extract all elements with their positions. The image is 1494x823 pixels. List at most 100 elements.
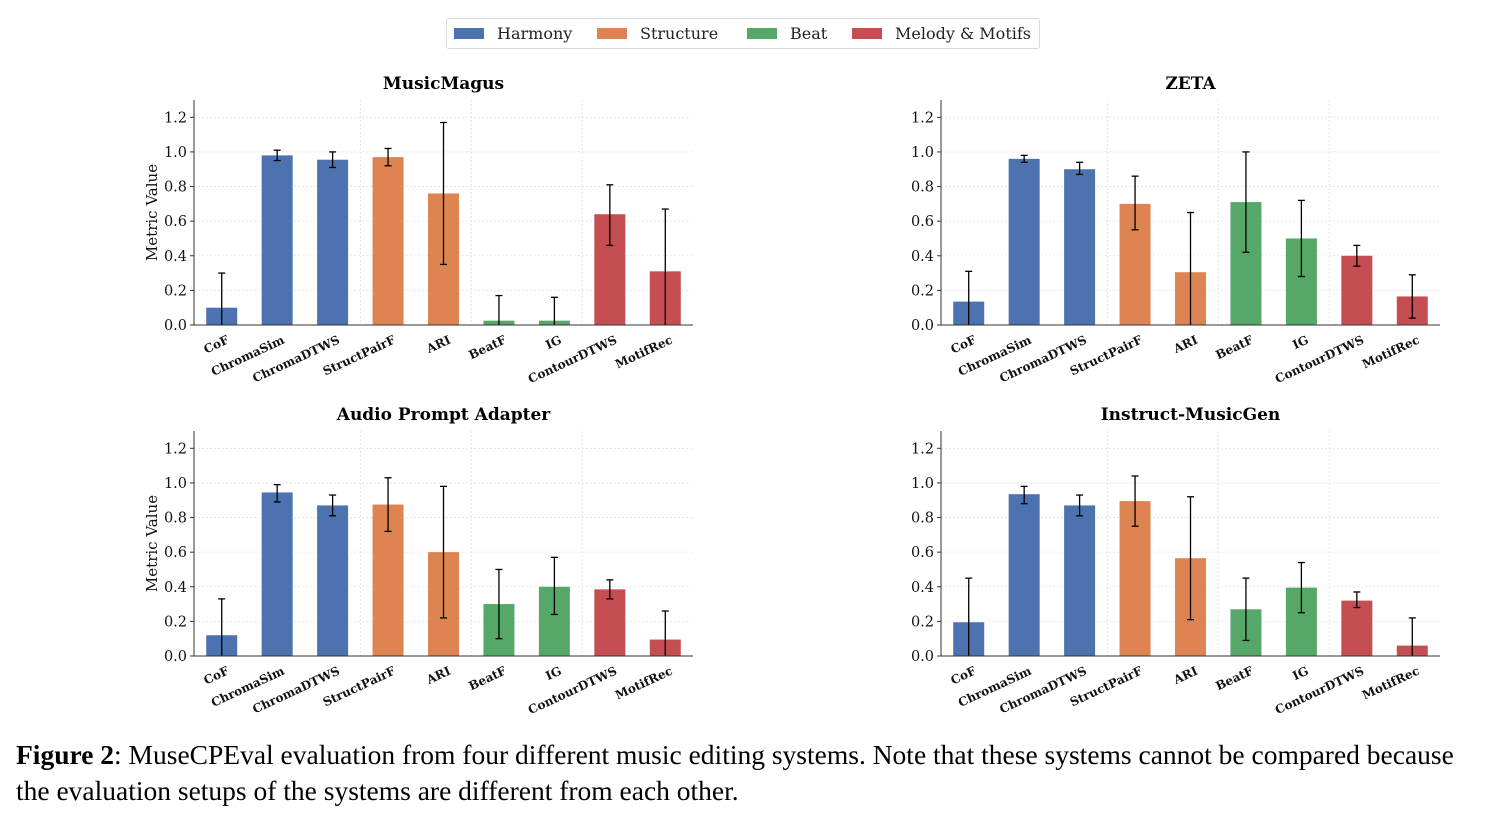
legend-label: Beat: [790, 24, 828, 43]
legend-label: Melody & Motifs: [895, 24, 1031, 43]
error-bar: [273, 484, 281, 503]
legend-item: Harmony: [454, 19, 572, 48]
y-tick-label: 1.2: [911, 441, 934, 457]
error-bar: [1408, 274, 1416, 319]
error-bar: [329, 151, 337, 169]
error-bar: [1020, 154, 1028, 163]
x-tick-label: MotifRec: [613, 664, 675, 703]
error-bar: [1242, 577, 1250, 642]
x-tick-label: ARI: [423, 664, 453, 688]
y-tick-label: 1.0: [911, 145, 934, 161]
error-bar: [329, 494, 337, 517]
y-tick-label: 1.0: [911, 476, 934, 492]
bar-chromadtws: [317, 159, 349, 325]
error-bar: [1353, 591, 1361, 609]
y-tick-label: 0.2: [911, 614, 934, 630]
x-tick-label: CoF: [201, 664, 231, 688]
error-bar: [440, 121, 447, 266]
error-bar: [495, 294, 503, 325]
y-tick-label: 0.8: [164, 511, 187, 527]
error-bar: [606, 579, 614, 600]
x-tick-label: IG: [1290, 333, 1310, 352]
legend-label: Structure: [640, 24, 719, 43]
bar-chromadtws: [317, 505, 349, 656]
x-tick-label: CoF: [948, 664, 978, 688]
x-tick-label: ARI: [1170, 664, 1200, 688]
y-tick-label: 0.0: [911, 318, 934, 334]
error-bar: [661, 208, 669, 325]
bar-contourdtws: [594, 589, 626, 656]
x-tick-label: BeatF: [466, 664, 508, 694]
error-bar: [965, 270, 973, 325]
bar-chromasim: [261, 492, 293, 656]
x-tick-label: MotifRec: [1360, 333, 1422, 372]
error-bar: [661, 610, 669, 656]
chart-title: Audio Prompt Adapter: [336, 405, 552, 425]
y-tick-label: 0.0: [164, 649, 187, 665]
legend-swatch: [597, 28, 627, 39]
bar-chromasim: [1008, 494, 1040, 656]
x-tick-label: ARI: [1170, 333, 1200, 357]
y-tick-label: 0.6: [164, 545, 187, 561]
figure-caption-text: : MuseCPEval evaluation from four differ…: [16, 739, 1454, 806]
x-tick-label: BeatF: [1213, 664, 1255, 694]
chart-title: Instruct-MusicGen: [1101, 405, 1281, 425]
figure-label: Figure 2: [16, 739, 115, 770]
error-bar: [1131, 175, 1139, 231]
chart-title: ZETA: [1165, 74, 1216, 94]
y-tick-label: 1.2: [164, 110, 187, 126]
x-tick-label: MotifRec: [613, 333, 675, 372]
x-tick-label: IG: [543, 664, 563, 683]
bar-structpairf: [372, 157, 404, 325]
error-bar: [965, 577, 973, 656]
error-bar: [1297, 199, 1305, 278]
error-bar: [606, 184, 614, 247]
y-tick-label: 1.0: [164, 145, 187, 161]
x-tick-label: ContourDTWS: [526, 664, 619, 717]
chart-title: MusicMagus: [383, 74, 504, 94]
error-bar: [1408, 617, 1416, 656]
y-tick-label: 0.6: [911, 214, 934, 230]
x-tick-label: BeatF: [1213, 333, 1255, 363]
bar-chromadtws: [1064, 505, 1096, 656]
y-tick-label: 0.4: [911, 249, 934, 265]
y-axis-label: Metric Value: [143, 164, 161, 261]
error-bar: [218, 598, 226, 656]
chart-panel-instruct-musicgen: 0.00.20.40.60.81.01.2CoFChromaSimChromaD…: [911, 405, 1440, 717]
bar-chromasim: [261, 155, 293, 325]
x-tick-label: ContourDTWS: [1273, 333, 1366, 386]
legend-label: Harmony: [497, 24, 573, 43]
error-bar: [1076, 161, 1084, 176]
error-bar: [495, 568, 503, 640]
chart-panel-audio-prompt-adapter: 0.00.20.40.60.81.01.2CoFChromaSimChromaD…: [143, 405, 693, 717]
error-bar: [440, 485, 447, 619]
error-bar: [1131, 475, 1139, 527]
chart-panel-musicmagus: 0.00.20.40.60.81.01.2CoFChromaSimChromaD…: [143, 74, 693, 386]
x-tick-label: ARI: [423, 333, 453, 357]
error-bar: [1187, 496, 1194, 621]
legend-item: Melody & Motifs: [852, 19, 1031, 48]
y-tick-label: 0.8: [911, 511, 934, 527]
y-axis-label: Metric Value: [143, 495, 161, 592]
bar-chromadtws: [1064, 169, 1096, 325]
legend-swatch: [747, 28, 777, 39]
x-tick-label: CoF: [948, 333, 978, 357]
error-bar: [1297, 561, 1305, 614]
error-bar: [1353, 244, 1361, 267]
error-bar: [384, 147, 392, 167]
legend-item: Beat: [747, 19, 827, 48]
x-tick-label: MotifRec: [1360, 664, 1422, 703]
chart-panel-zeta: 0.00.20.40.60.81.01.2CoFChromaSimChromaD…: [911, 74, 1440, 386]
bar-structpairf: [1119, 501, 1151, 656]
error-bar: [550, 296, 558, 325]
y-tick-label: 0.8: [164, 180, 187, 196]
y-tick-label: 0.0: [164, 318, 187, 334]
y-tick-label: 0.4: [164, 580, 187, 596]
y-tick-label: 1.0: [164, 476, 187, 492]
legend-swatch: [852, 28, 882, 39]
y-tick-label: 1.2: [911, 110, 934, 126]
x-tick-label: IG: [543, 333, 563, 352]
x-tick-label: CoF: [201, 333, 231, 357]
x-tick-label: ContourDTWS: [526, 333, 619, 386]
y-tick-label: 0.4: [911, 580, 934, 596]
